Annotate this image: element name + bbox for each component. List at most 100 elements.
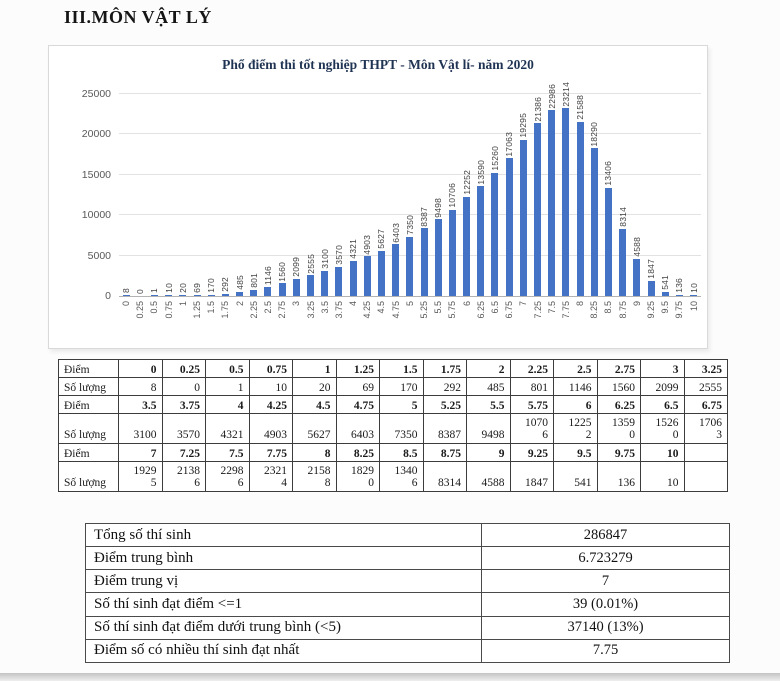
score-cell: 4.75 — [335, 395, 380, 414]
score-cell: 2.75 — [596, 359, 641, 378]
bar-slot: 170 — [204, 61, 218, 296]
bar — [590, 148, 598, 296]
bar-value-label: 10 — [688, 283, 699, 293]
bar-slot: 136 — [672, 61, 686, 296]
score-cell: 5.5 — [466, 395, 511, 414]
x-tick-label: 1.25 — [192, 301, 203, 319]
bar-value-label: 8 — [121, 288, 132, 293]
score-cell: 9.25 — [509, 443, 554, 462]
x-tick-label: 9.75 — [674, 301, 685, 319]
score-cell: 2321 4 — [248, 461, 293, 492]
x-tick-label: 4 — [348, 301, 359, 307]
bar — [321, 270, 329, 296]
bar — [406, 236, 414, 296]
bar-slot: 12252 — [460, 61, 474, 296]
score-table-row: Số lượng 8 0 1 10 20 69 170 292 485 801 1146 1560 209… — [58, 377, 728, 396]
score-table: Điểm 0 0.25 0.5 0.75 1 1.25 1.5 1.75 2 2.25 2.5 2.75… — [58, 359, 728, 492]
bar-value-label: 22986 — [546, 83, 557, 109]
bar-value-label: 6403 — [390, 222, 401, 243]
score-table-body: Điểm 0 0.25 0.5 0.75 1 1.25 1.5 1.75 2 2.25 2.5 2.75… — [58, 359, 728, 492]
bar-value-label: 3100 — [319, 249, 330, 269]
page-title: III.MÔN VẬT LÝ — [64, 7, 212, 27]
x-tick-label: 1.5 — [206, 301, 217, 314]
bar-slot: 4588 — [630, 61, 644, 296]
score-cell: 1 — [292, 359, 337, 378]
bar-value-label: 20 — [177, 283, 188, 293]
score-cell: 5 — [379, 395, 424, 414]
bar-value-label: 21386 — [532, 96, 543, 122]
bar — [534, 123, 542, 296]
x-tick-label: 7 — [518, 301, 529, 307]
x-tick: 3.5 — [318, 297, 332, 343]
score-cell: 6403 — [335, 413, 380, 444]
x-tick-label: 0.75 — [163, 301, 174, 319]
chart-title: Phổ điểm thi tốt nghiệp THPT - Môn Vật l… — [222, 57, 534, 72]
summary-table: Tổng số thí sinh 286847 Điểm trung bình 6.7… — [84, 522, 730, 664]
x-tick-label: 0.25 — [135, 301, 146, 319]
x-axis-labels: 0 0.25 0.5 0.75 1 1.25 1.5 1.75 2 2.25 2.5 2.75 3 3.2… — [119, 297, 701, 343]
summary-row: Tổng số thí sinh 286847 — [84, 522, 730, 548]
summary-value: 286847 — [481, 522, 730, 548]
gridline — [119, 214, 701, 216]
bar-slot: 19295 — [516, 61, 530, 296]
score-cell — [683, 461, 728, 492]
x-tick-label: 8 — [575, 301, 586, 307]
score-cell: 9.5 — [553, 443, 598, 462]
x-tick-label: 5.5 — [433, 301, 444, 314]
score-cell: 136 — [596, 461, 641, 492]
bar — [392, 244, 400, 296]
summary-label: Điểm trung vị — [84, 569, 483, 594]
x-tick: 8.75 — [616, 297, 630, 343]
row-label: Số lượng — [58, 461, 119, 492]
bar-slot: 1847 — [644, 61, 658, 296]
score-cell: 2158 8 — [292, 461, 337, 492]
x-tick-label: 2.5 — [262, 301, 273, 314]
score-cell: 1706 3 — [683, 413, 728, 444]
x-tick-label: 6.75 — [504, 301, 515, 319]
x-tick: 5.5 — [431, 297, 445, 343]
bar-slot: 801 — [247, 61, 261, 296]
bar-slot: 18290 — [587, 61, 601, 296]
x-tick-label: 3 — [291, 301, 302, 307]
bar-value-label: 9498 — [433, 197, 444, 218]
bar-slot: 2555 — [303, 61, 317, 296]
x-tick-label: 3.75 — [333, 301, 344, 319]
score-cell: 0 — [118, 359, 163, 378]
score-table-row: Điểm 3.5 3.75 4 4.25 4.5 4.75 5 5.25 5.5 5.75 6 6.25… — [58, 395, 728, 414]
score-cell: 1070 6 — [509, 413, 554, 444]
bar — [505, 158, 513, 296]
x-tick-label: 7.75 — [560, 301, 571, 319]
x-tick: 6.75 — [502, 297, 516, 343]
score-cell: 0 — [161, 377, 206, 396]
x-tick-label: 2.25 — [248, 301, 259, 319]
x-tick-label: 7.5 — [546, 301, 557, 314]
score-cell: 1.5 — [379, 359, 424, 378]
summary-row: Số thí sinh đạt điểm <=1 39 (0.01%) — [84, 592, 730, 617]
score-cell: 1929 5 — [118, 461, 163, 492]
x-tick-label: 1.75 — [220, 301, 231, 319]
score-cell: 0.25 — [161, 359, 206, 378]
score-cell: 2138 6 — [161, 461, 206, 492]
x-tick: 0.5 — [147, 297, 161, 343]
x-tick-label: 5.25 — [419, 301, 430, 319]
x-tick: 8 — [573, 297, 587, 343]
score-cell: 9498 — [466, 413, 511, 444]
bar-value-label: 1146 — [262, 265, 273, 285]
score-cell: 1 — [205, 377, 250, 396]
bar-value-label: 17063 — [504, 131, 515, 157]
x-tick: 5 — [403, 297, 417, 343]
summary-label: Số thí sinh đạt điểm dưới trung bình (<5… — [84, 615, 483, 640]
bar — [250, 289, 258, 296]
score-cell: 5627 — [292, 413, 337, 444]
score-cell: 6 — [553, 395, 598, 414]
y-tick-label: 0 — [105, 290, 111, 302]
bar-slot: 3100 — [318, 61, 332, 296]
summary-label: Điểm số có nhiều thí sinh đạt nhất — [84, 638, 483, 664]
score-table-row: Số lượng 1929 5 2138 6 2298 6 2321 4 2158 8 18… — [58, 461, 728, 492]
bar — [292, 279, 300, 296]
bar — [377, 250, 385, 296]
bar — [519, 140, 527, 296]
x-tick: 6.25 — [474, 297, 488, 343]
score-cell: 1225 2 — [553, 413, 598, 444]
bar — [604, 187, 612, 296]
